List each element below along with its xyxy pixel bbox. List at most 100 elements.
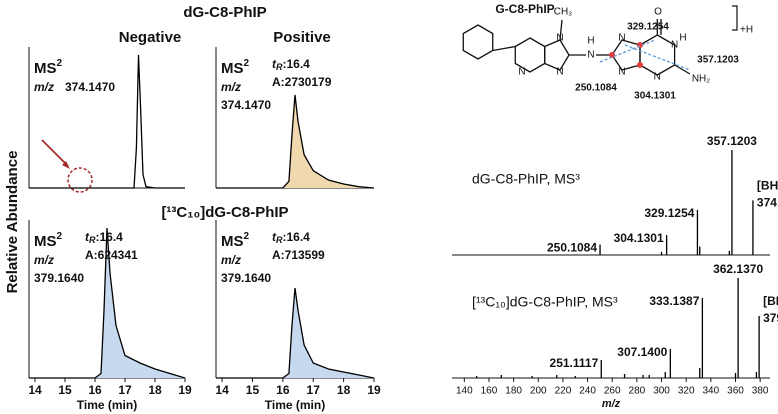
tr-value: :16.4 bbox=[96, 230, 124, 244]
x-tick-label: 140 bbox=[456, 386, 473, 397]
chromatogram-line bbox=[216, 94, 375, 189]
ms-text: MS bbox=[34, 60, 57, 77]
positive-label: Positive bbox=[273, 29, 331, 46]
peak-area-label: A:2730179 bbox=[272, 75, 332, 89]
x-tick-label: 17 bbox=[118, 383, 132, 397]
bond bbox=[492, 45, 516, 52]
peak-label: 329.1254 bbox=[644, 206, 694, 220]
structure-title: G-C8-PhIP bbox=[495, 2, 554, 16]
x-tick-label: 14 bbox=[28, 383, 42, 397]
bond bbox=[624, 44, 691, 71]
missing-peak-circle bbox=[67, 167, 93, 193]
x-tick-label: 160 bbox=[481, 386, 498, 397]
spectrum-title: [¹³C₁₀]dG-C8-PhIP, MS³ bbox=[472, 294, 618, 310]
title-top: dG-C8-PhIP bbox=[183, 4, 266, 21]
x-tick-label: 15 bbox=[246, 383, 260, 397]
atom-label: N bbox=[556, 33, 563, 44]
x-tick-label: 280 bbox=[629, 386, 646, 397]
atom-label: H bbox=[679, 33, 686, 44]
tr-value: :16.4 bbox=[283, 230, 311, 244]
x-tick-label: 19 bbox=[178, 383, 192, 397]
atom-label: N bbox=[654, 72, 661, 83]
structure bbox=[462, 19, 691, 76]
mz-label: m/z bbox=[221, 80, 241, 94]
tr-sub: R bbox=[89, 235, 96, 245]
y-axis-label: Relative Abundance bbox=[4, 151, 21, 294]
fragment-label: 250.1084 bbox=[575, 83, 617, 94]
fragment-label: 304.1301 bbox=[634, 91, 676, 102]
x-axis-label: Time (min) bbox=[265, 398, 325, 412]
fragment-label: 357.1203 bbox=[697, 55, 739, 66]
x-tick-label: 18 bbox=[337, 383, 351, 397]
x-tick-label: 300 bbox=[653, 386, 670, 397]
chromatogram-line bbox=[29, 54, 185, 189]
negative-label: Negative bbox=[119, 29, 182, 46]
x-tick-label: 220 bbox=[555, 386, 572, 397]
x-tick-label: 17 bbox=[307, 383, 321, 397]
x-tick-label: 260 bbox=[604, 386, 621, 397]
x-tick-label: 15 bbox=[58, 383, 72, 397]
mz-label: m/z bbox=[34, 80, 54, 94]
x-tick-label: 19 bbox=[367, 383, 381, 397]
peak-label: 379.1639 bbox=[763, 311, 778, 325]
tr-sub: R bbox=[276, 62, 283, 72]
ms-order: 2 bbox=[57, 231, 63, 242]
mz-value: 379.1640 bbox=[221, 271, 271, 285]
atom-label: N bbox=[671, 40, 678, 51]
mz-value: 379.1640 bbox=[34, 271, 84, 285]
x-tick-label: 240 bbox=[579, 386, 596, 397]
x-tick-label: 16 bbox=[276, 383, 290, 397]
peak-label: 374.1471 bbox=[757, 196, 778, 210]
peak-label: 333.1387 bbox=[649, 294, 699, 308]
peak-label: 304.1301 bbox=[614, 231, 664, 245]
mz-label: m/z bbox=[34, 253, 54, 267]
retention-time: tR:16.4 bbox=[272, 57, 310, 72]
ion-label: [BH₂]⁺ bbox=[757, 179, 778, 193]
x-axis-label: m/z bbox=[602, 398, 621, 410]
retention-time: tR:16.4 bbox=[85, 230, 123, 245]
ms-order: 2 bbox=[244, 58, 250, 69]
tr-value: :16.4 bbox=[283, 57, 311, 71]
cleavage-dot bbox=[637, 62, 643, 68]
tr-t: t bbox=[85, 230, 90, 244]
guanine-ring bbox=[639, 34, 676, 76]
imidazole-ring bbox=[544, 39, 570, 71]
ms-label: MS2 bbox=[34, 58, 63, 77]
peak-area bbox=[216, 288, 374, 378]
ms-text: MS bbox=[221, 60, 244, 77]
mz-value: 374.1470 bbox=[221, 98, 271, 112]
bond bbox=[599, 39, 656, 63]
peak-label: 251.1117 bbox=[550, 356, 599, 370]
peak-label: 357.1203 bbox=[707, 134, 757, 148]
peak-label: 362.1370 bbox=[713, 262, 763, 276]
ms-label: MS2 bbox=[221, 58, 250, 77]
x-tick-label: 320 bbox=[678, 386, 695, 397]
mz-value: 374.1470 bbox=[65, 80, 115, 94]
x-tick-label: 18 bbox=[148, 383, 162, 397]
atom-label: NH₂ bbox=[692, 74, 710, 85]
peak-area bbox=[216, 94, 374, 188]
tr-t: t bbox=[272, 230, 277, 244]
ms-label: MS2 bbox=[34, 231, 63, 250]
peak-label: 250.1084 bbox=[547, 241, 597, 255]
x-tick-label: 14 bbox=[215, 383, 229, 397]
cleavage-dot bbox=[609, 52, 615, 58]
atom-label: N bbox=[518, 67, 525, 78]
phenyl-ring bbox=[462, 24, 494, 60]
ms-label: MS2 bbox=[221, 231, 250, 250]
tr-sub: R bbox=[276, 235, 283, 245]
atom-label: N bbox=[618, 67, 625, 78]
atom-label: O bbox=[654, 7, 662, 18]
x-tick-label: 16 bbox=[88, 383, 102, 397]
atom-label: N bbox=[587, 50, 594, 61]
atom-label: N bbox=[618, 33, 625, 44]
peak-area bbox=[29, 228, 185, 378]
bracket bbox=[732, 5, 738, 31]
fragment-label: 329.1254 bbox=[627, 22, 669, 33]
atom-label: N bbox=[556, 67, 563, 78]
bond bbox=[559, 19, 563, 41]
ion-label: [BH₂]⁺ bbox=[763, 294, 778, 308]
ms-order: 2 bbox=[57, 58, 63, 69]
mz-label: m/z bbox=[221, 253, 241, 267]
